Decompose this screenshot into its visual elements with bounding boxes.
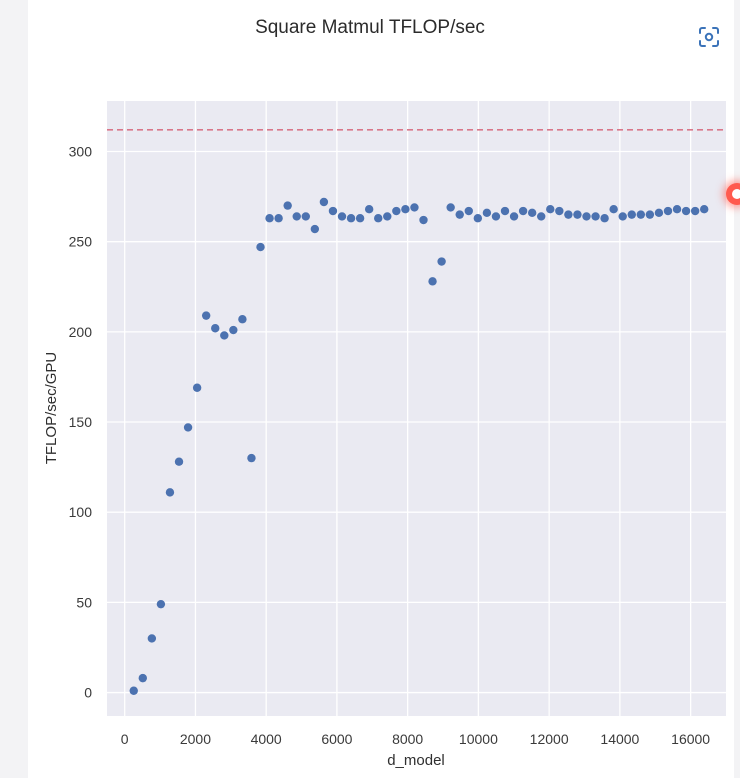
data-points (129, 197, 709, 695)
data-point (211, 324, 220, 333)
data-point (546, 205, 555, 214)
y-tick-labels: 0 50 100 150 200 250 300 (69, 143, 93, 700)
data-point (156, 599, 166, 609)
grid-lines (107, 101, 726, 716)
data-point (700, 205, 709, 214)
data-point (229, 325, 238, 335)
data-point (609, 205, 618, 214)
data-point (672, 205, 682, 214)
data-point (292, 212, 301, 221)
chart-title: Square Matmul TFLOP/sec (255, 17, 485, 38)
data-point (419, 215, 428, 225)
data-point (165, 488, 175, 497)
data-point (537, 212, 546, 221)
data-point (220, 331, 229, 340)
data-point (482, 208, 492, 218)
data-point (337, 212, 347, 221)
data-point (319, 197, 329, 207)
y-tick-label: 0 (84, 685, 92, 701)
data-point (192, 383, 202, 392)
data-point (401, 205, 410, 214)
data-point (591, 212, 600, 221)
x-tick-label: 16000 (671, 731, 710, 747)
x-tick-label: 14000 (600, 731, 639, 747)
data-point (201, 311, 211, 320)
data-point (527, 208, 537, 218)
data-point (364, 205, 374, 214)
data-point (129, 686, 138, 695)
y-tick-label: 200 (69, 324, 93, 340)
data-point (690, 206, 700, 216)
data-point (138, 673, 147, 683)
data-point (654, 208, 664, 218)
data-point (428, 277, 437, 286)
data-point (392, 206, 401, 216)
y-tick-label: 50 (76, 594, 92, 610)
data-point (374, 214, 383, 223)
data-point (328, 206, 338, 216)
x-tick-label: 4000 (251, 731, 282, 747)
data-point (346, 214, 356, 223)
fullscreen-focus-icon (699, 27, 719, 47)
data-point (410, 203, 419, 212)
x-tick-label: 10000 (459, 731, 498, 747)
data-point (274, 214, 283, 223)
data-point (627, 210, 636, 219)
data-point (247, 453, 256, 463)
plot-area (107, 101, 726, 716)
data-point (681, 206, 691, 216)
expand-chart-button[interactable] (694, 22, 724, 52)
data-point (491, 212, 501, 221)
recording-indicator (726, 183, 740, 205)
data-point (147, 634, 157, 643)
data-point (555, 206, 564, 216)
data-point (301, 212, 310, 221)
data-point (355, 214, 365, 223)
data-point (636, 210, 646, 219)
data-point (618, 212, 627, 221)
x-tick-label: 12000 (530, 731, 569, 747)
x-axis-label: d_model (387, 752, 445, 769)
data-point (238, 315, 247, 324)
data-point (500, 206, 510, 216)
data-point (437, 257, 446, 266)
data-point (446, 203, 455, 212)
data-point (283, 201, 292, 210)
x-tick-label: 8000 (392, 731, 423, 747)
data-point (464, 206, 473, 216)
y-tick-label: 300 (69, 143, 93, 159)
data-point (174, 457, 184, 466)
data-point (455, 210, 464, 219)
data-point (564, 210, 573, 219)
y-tick-label: 100 (69, 504, 93, 520)
y-axis-label: TFLOP/sec/GPU (43, 352, 60, 465)
data-point (509, 212, 519, 221)
data-point (518, 206, 528, 216)
data-point (573, 210, 582, 219)
data-point (600, 214, 609, 223)
data-point (310, 224, 320, 234)
y-tick-label: 150 (69, 414, 93, 430)
x-tick-label: 2000 (180, 731, 211, 747)
data-point (663, 206, 673, 216)
data-point (256, 242, 265, 252)
x-tick-label: 0 (121, 731, 129, 747)
data-point (183, 423, 193, 432)
data-point (582, 212, 591, 221)
y-tick-label: 250 (69, 234, 93, 250)
data-point (645, 210, 655, 219)
data-point (383, 212, 392, 221)
x-tick-label: 6000 (321, 731, 352, 747)
data-point (473, 214, 483, 223)
data-point (265, 214, 274, 223)
x-tick-labels: 0 2000 4000 6000 8000 10000 12000 14000 16000 (121, 731, 711, 747)
